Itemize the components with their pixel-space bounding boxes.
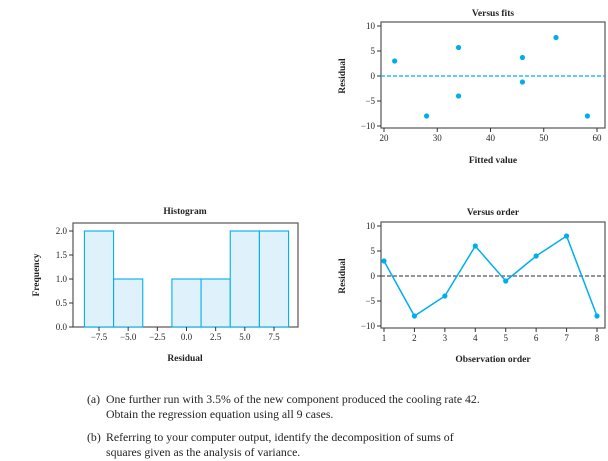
versus-fits-point [455, 44, 462, 51]
histogram-ytick-label: 1.5 [56, 250, 68, 260]
histogram-ytick-label: 1.0 [56, 274, 68, 284]
histogram-xtick-label: −5.0 [120, 332, 137, 342]
versus-order-xtick-label: 2 [412, 333, 417, 343]
histogram-ytick-label: 0.5 [56, 298, 68, 308]
histogram-title: Histogram [163, 207, 206, 217]
versus-order-ytick-label: 0 [371, 271, 376, 281]
histogram-chart: Histogram Frequency Residual 2.0 1.5 1.0 0.… [32, 207, 299, 364]
versus-order-xtick-label: 7 [564, 333, 569, 343]
versus-order-xtick-label: 4 [473, 333, 478, 343]
question-a-line1: One further run with 3.5% of the new com… [106, 392, 480, 406]
histogram-bar [113, 278, 144, 328]
versus-fits-xtick-label: 30 [433, 133, 443, 143]
versus-fits-xlabel: Fitted value [469, 156, 517, 166]
histogram-xtick-label: 2.5 [210, 332, 222, 342]
question-a-label: (a) [87, 392, 101, 406]
question-a-line2: Obtain the regression equation using all… [106, 407, 334, 421]
versus-fits-xtick-label: 40 [486, 133, 496, 143]
versus-order-point [472, 243, 478, 249]
versus-order-title: Versus order [467, 208, 520, 218]
versus-fits-point [455, 93, 462, 99]
versus-order-ylabel: Residual [338, 258, 348, 294]
versus-fits-xtick-label: 20 [380, 133, 390, 143]
versus-fits-ylabel: Residual [338, 58, 348, 94]
question-a: (a) One further run with 3.5% of the new … [87, 392, 587, 422]
histogram-xtick-label: −2.5 [149, 332, 166, 342]
versus-order-ytick-label: −5 [365, 296, 375, 306]
versus-order-xtick-label: 1 [382, 333, 387, 343]
versus-order-point [594, 313, 600, 319]
histogram-xtick-label: 0.0 [181, 332, 193, 342]
versus-order-chart: Versus order Residual Observation order … [338, 208, 606, 365]
versus-fits-ytick-label: 0 [371, 71, 376, 81]
versus-fits-point [519, 79, 526, 85]
versus-order-xlabel: Observation order [455, 355, 531, 365]
versus-fits-point [553, 34, 559, 41]
histogram-bar [83, 230, 115, 328]
versus-fits-point [392, 58, 398, 64]
histogram-ytick-label: 0.0 [56, 322, 68, 332]
versus-fits-title: Versus fits [472, 9, 514, 19]
versus-fits-frame [380, 21, 606, 129]
versus-fits-ytick-label: 5 [371, 46, 376, 56]
versus-order-ytick-label: 10 [366, 221, 376, 231]
question-b: (b) Referring to your computer output, id… [87, 430, 587, 460]
versus-order-xtick-label: 5 [503, 333, 508, 343]
histogram-bar [200, 278, 231, 328]
histogram-bar [258, 230, 290, 328]
histogram-ytick-label: 2.0 [56, 226, 68, 236]
versus-order-xtick-label: 3 [443, 333, 448, 343]
histogram-bar [229, 230, 260, 328]
versus-order-line [383, 234, 598, 318]
versus-order-point [381, 258, 387, 264]
versus-order-ytick-label: 5 [371, 246, 376, 256]
histogram-ylabel: Frequency [32, 253, 42, 296]
question-b-line2: squares given as the analysis of varianc… [106, 445, 301, 459]
versus-fits-point [584, 113, 591, 119]
versus-fits-ytick-label: −5 [365, 96, 375, 106]
versus-order-xtick-label: 6 [534, 333, 539, 343]
question-b-line1: Referring to your computer output, ident… [106, 430, 454, 444]
histogram-bar [171, 278, 202, 328]
versus-fits-ytick-label: 10 [366, 21, 376, 31]
histogram-xtick-label: −7.5 [91, 332, 108, 342]
versus-fits-xtick-label: 60 [593, 133, 603, 143]
versus-fits-point [424, 113, 430, 119]
versus-fits-point [519, 54, 526, 61]
versus-order-point [411, 313, 418, 319]
versus-order-point [533, 253, 539, 259]
versus-order-ytick-label: −10 [361, 321, 376, 331]
versus-fits-ytick-label: −10 [361, 121, 376, 131]
versus-order-frame [380, 221, 606, 329]
histogram-xtick-label: 5.0 [239, 332, 251, 342]
question-b-label: (b) [87, 430, 101, 444]
versus-order-xtick-label: 8 [595, 333, 600, 343]
histogram-xlabel: Residual [167, 354, 203, 364]
versus-order-point [563, 233, 570, 239]
versus-fits-xtick-label: 50 [539, 133, 549, 143]
versus-order-point [503, 278, 509, 284]
histogram-xtick-label: 7.5 [268, 332, 280, 342]
versus-order-point [442, 293, 448, 299]
versus-fits-chart: Versus fits Residual Fitted value 1050−5… [338, 9, 606, 166]
